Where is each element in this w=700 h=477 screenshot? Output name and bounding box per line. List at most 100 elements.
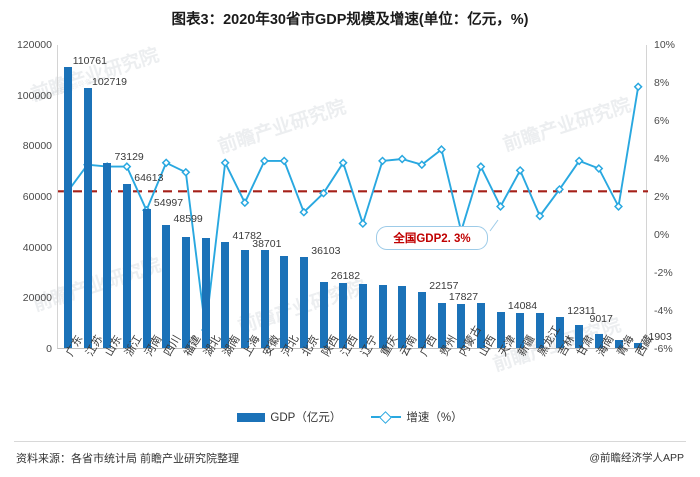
bar: [594, 334, 603, 348]
y-axis-left-tick: 0: [46, 343, 52, 355]
footer-brand-text: @前瞻经济学人APP: [589, 452, 684, 464]
y-axis-left-tick: 60000: [22, 191, 52, 203]
bar-swatch-icon: [237, 412, 266, 422]
y-axis-left-tick: 40000: [22, 241, 52, 254]
growth-rate-marker: [476, 162, 486, 172]
bar: [162, 224, 171, 348]
bar: [299, 256, 308, 348]
bar-value-label: 14084: [507, 300, 538, 313]
bar: [457, 304, 466, 348]
legend-label-gdp: GDP（亿元）: [270, 412, 342, 424]
legend-item-gdp[interactable]: GDP（亿元）: [237, 409, 341, 425]
y-axis-right-tick: 2%: [654, 191, 670, 203]
growth-rate-marker: [515, 165, 525, 175]
bar: [358, 284, 367, 348]
growth-rate-marker: [319, 188, 328, 198]
chart-title: 图表3：2020年30省市GDP规模及增速(单位：亿元，%): [171, 12, 529, 28]
bar: [201, 237, 210, 348]
growth-rate-marker: [437, 145, 446, 154]
growth-rate-marker: [633, 82, 643, 92]
growth-rate-marker: [574, 156, 584, 166]
footer-divider: [14, 441, 686, 442]
y-axis-left-tick: 100000: [16, 89, 52, 102]
growth-rate-marker: [240, 198, 250, 208]
bar: [378, 284, 387, 348]
y-axis-right-tick: -4%: [654, 305, 673, 317]
bar: [280, 256, 289, 348]
line-marker-swatch-icon: [371, 412, 402, 422]
y-axis-right-tick: 4%: [654, 153, 670, 165]
bar: [122, 184, 131, 348]
growth-rate-marker: [122, 162, 132, 172]
bar: [181, 236, 190, 348]
bar: [516, 313, 525, 348]
growth-rate-marker: [181, 167, 191, 177]
y-axis-right-tick: 6%: [654, 115, 670, 127]
legend-item-growth[interactable]: 增速（%）: [371, 409, 463, 425]
bar: [142, 208, 151, 348]
y-axis-right-tick: -2%: [654, 267, 673, 279]
bar-value-label: 102719: [91, 75, 128, 88]
bar: [634, 343, 643, 348]
bar-value-label: 110761: [72, 55, 107, 68]
footer-source-text: 资料来源：各省市统计局 前瞻产业研究院整理: [16, 453, 240, 465]
bar-value-label: 1903: [648, 331, 672, 344]
bar: [398, 285, 407, 348]
growth-rate-marker: [358, 219, 368, 229]
bar-value-label: 17827: [448, 290, 479, 303]
plot-wrapper: 110761 102719 73129 64613 54997 48599 41782 387…: [0, 39, 700, 355]
growth-rate-marker: [220, 158, 230, 168]
bar-value-label: 22157: [429, 279, 459, 292]
growth-rate-marker: [614, 202, 623, 211]
bar: [221, 242, 230, 348]
growth-rate-marker: [279, 156, 289, 166]
bar: [240, 249, 249, 348]
bar: [476, 303, 485, 348]
national-gdp-callout-label: 全国GDP2. 3%: [393, 233, 471, 245]
bar: [496, 312, 505, 348]
growth-rate-marker: [161, 158, 171, 168]
series-overlay: [58, 82, 648, 335]
bar-value-label: 64613: [134, 172, 164, 185]
y-axis-right-tick: -6%: [654, 343, 673, 355]
bar-value-label: 73129: [114, 150, 144, 163]
bar: [535, 313, 544, 348]
chart-legend: GDP（亿元） 增速（%）: [0, 409, 700, 425]
y-axis-right-tick: 0%: [654, 229, 670, 241]
growth-rate-marker: [299, 207, 309, 217]
y-axis-left-tick: 20000: [22, 292, 52, 305]
growth-rate-marker: [260, 156, 269, 166]
plot-area: 110761 102719 73129 64613 54997 48599 41782 387…: [57, 45, 672, 349]
bar-value-label: 38701: [252, 237, 282, 250]
growth-rate-marker: [496, 202, 505, 211]
bar-value-label: 26182: [330, 269, 361, 282]
y-axis-left-tick: 80000: [22, 140, 52, 153]
bar: [63, 67, 72, 348]
bar: [437, 302, 446, 348]
bar-value-label: 12311: [567, 304, 596, 317]
bar-value-label: 48599: [173, 212, 203, 225]
y-axis-left-tick: 120000: [16, 39, 52, 51]
national-gdp-callout: 全国GDP2. 3%: [376, 226, 488, 250]
bar: [319, 281, 328, 348]
bar-value-label: 9017: [589, 313, 613, 326]
growth-rate-marker: [555, 184, 564, 194]
bar: [103, 162, 112, 348]
bar: [575, 325, 584, 348]
y-axis-right-tick: 10%: [654, 39, 676, 51]
growth-rate-marker: [397, 154, 407, 164]
growth-rate-marker: [417, 160, 427, 170]
growth-rate-marker: [594, 164, 604, 173]
growth-rate-marker: [378, 156, 387, 166]
bar-value-label: 41782: [232, 230, 262, 243]
legend-label-growth: 增速（%）: [406, 412, 463, 424]
bar-value-label: 36103: [311, 244, 341, 257]
bar: [614, 340, 623, 348]
growth-rate-marker: [535, 211, 545, 221]
growth-rate-marker: [338, 158, 348, 168]
bar-value-label: 54997: [153, 196, 184, 209]
bar: [417, 291, 426, 348]
growth-rate-line: [67, 86, 640, 331]
x-axis-category-labels: 广东 江苏 山东 浙江 河南 四川 福建 湖北 湖南 上海 安徽 河北 北京 陕西 江西 辽宁 重庆 云南 广西 贵州…: [57, 324, 656, 411]
